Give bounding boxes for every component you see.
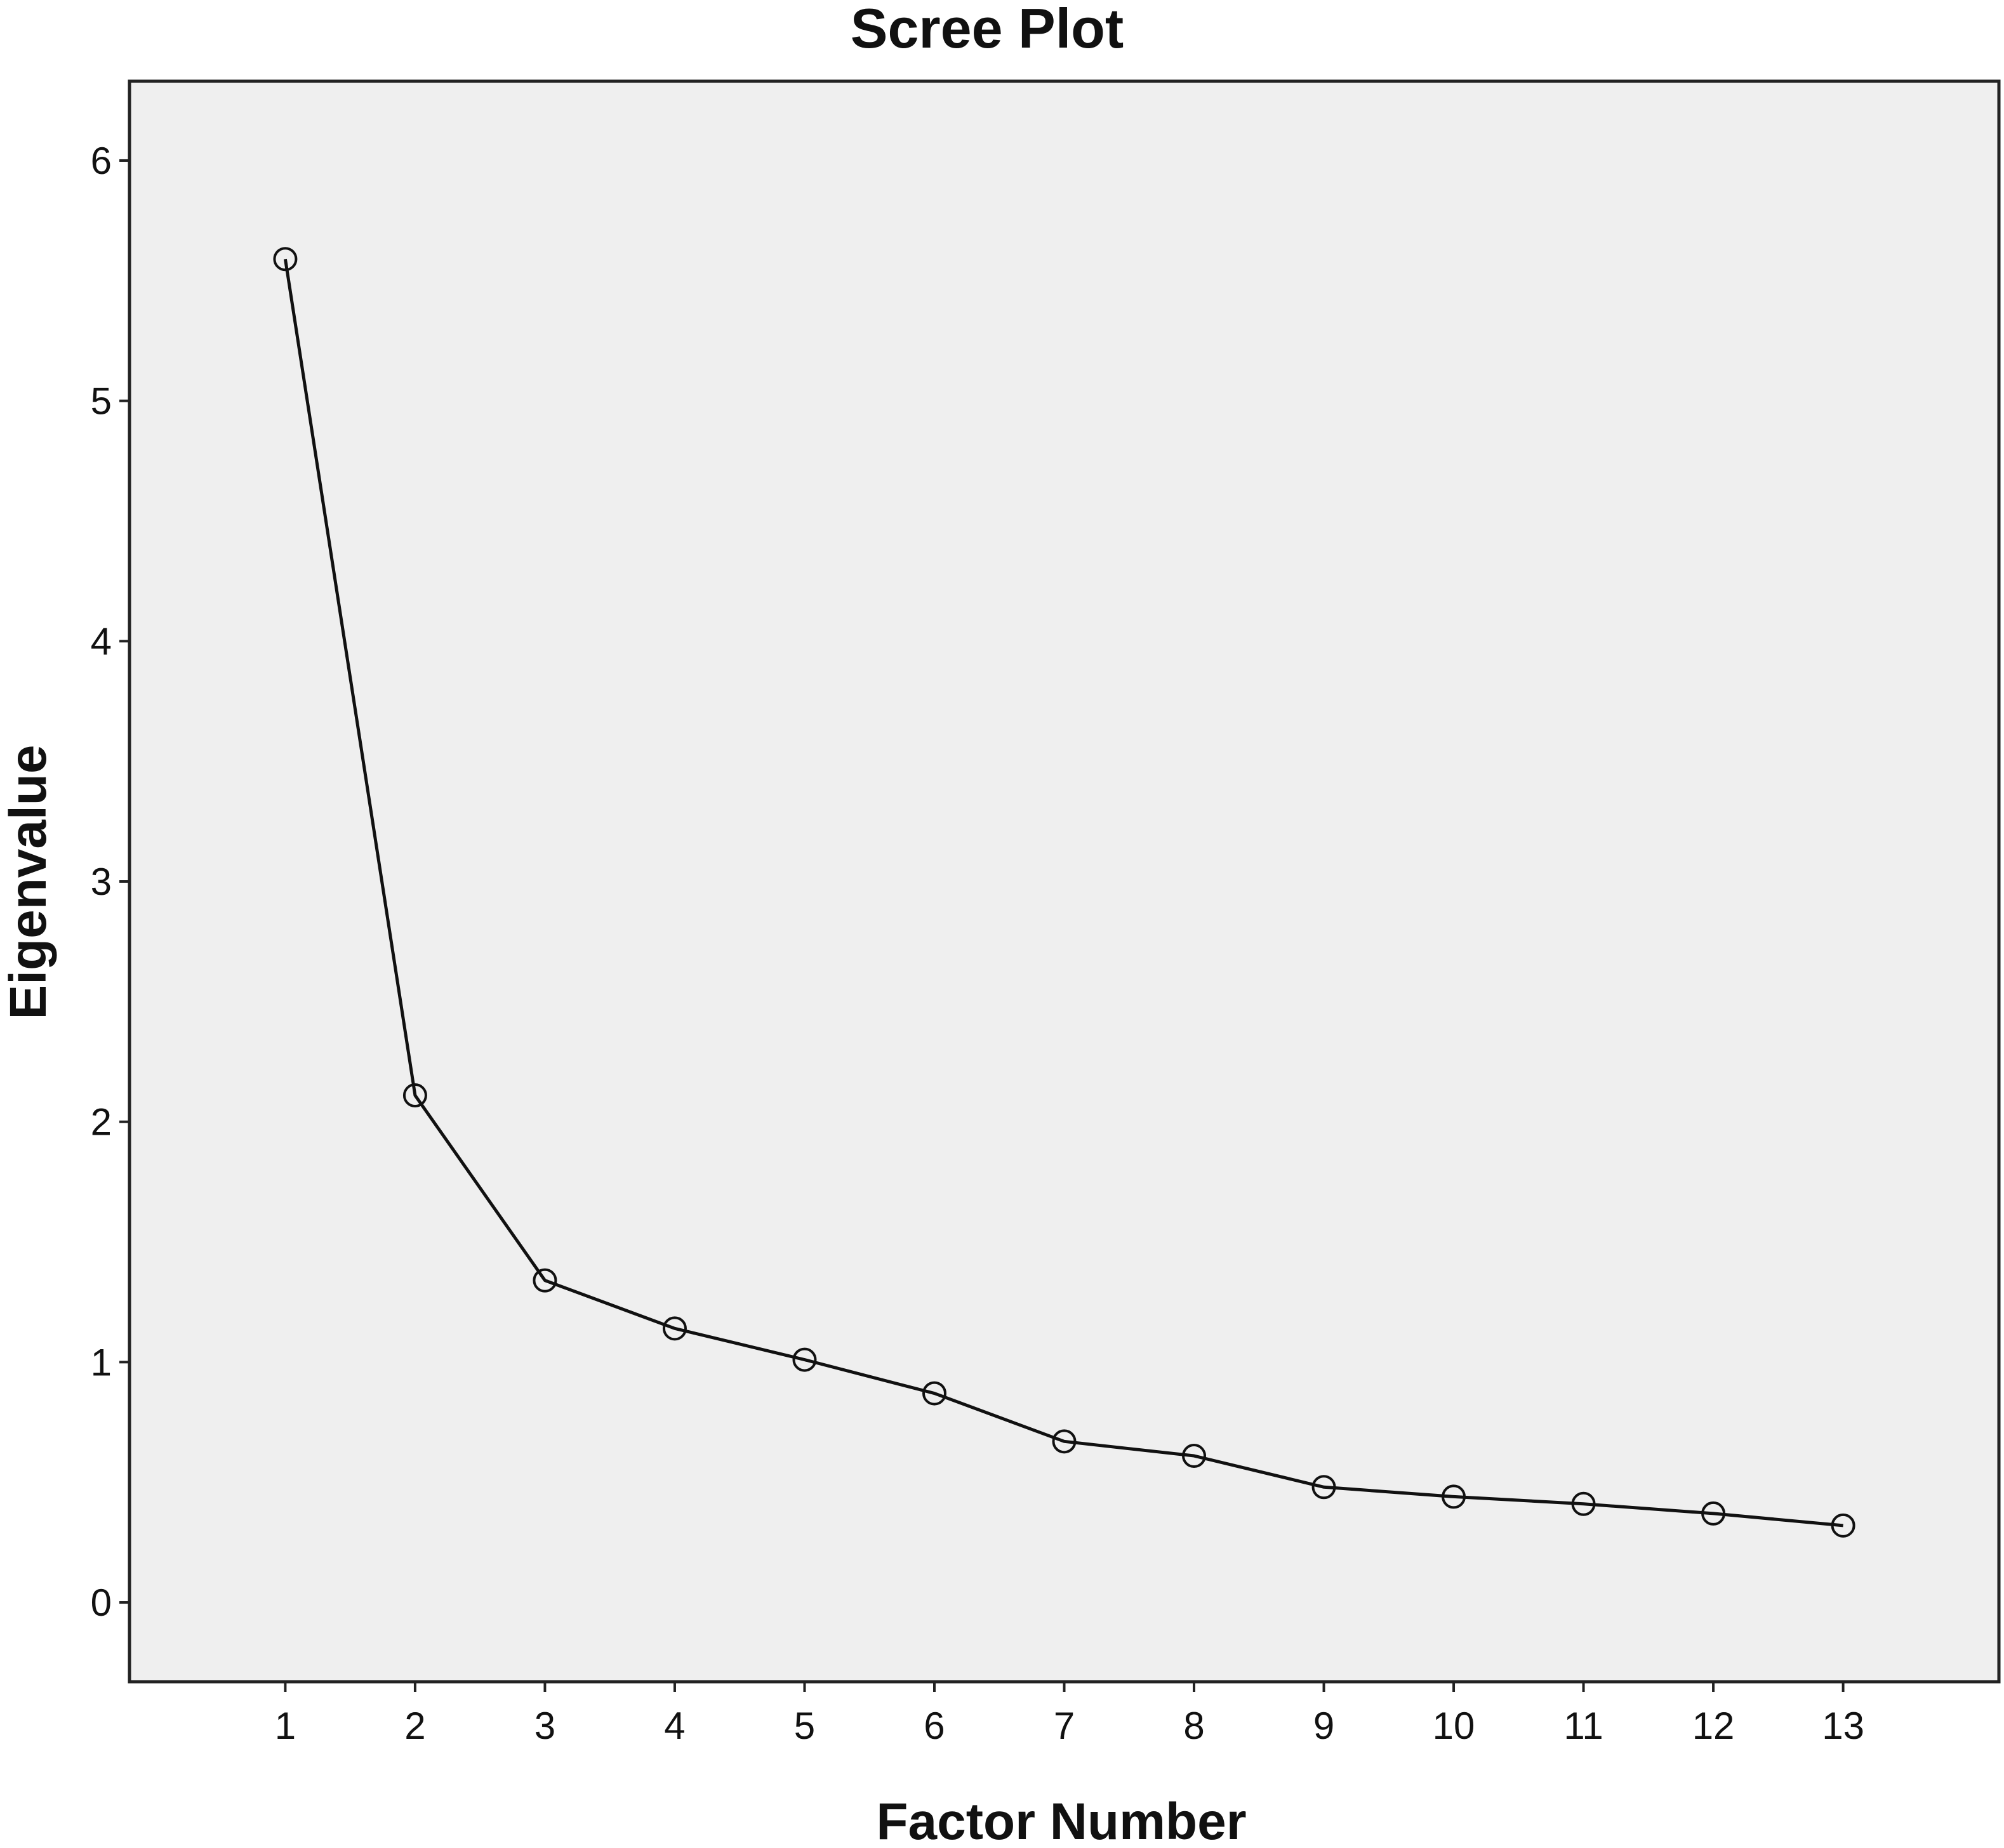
y-tick-label: 1 xyxy=(91,1341,112,1383)
x-tick-label: 7 xyxy=(1054,1705,1075,1747)
x-tick-label: 1 xyxy=(275,1705,296,1747)
y-tick-label: 6 xyxy=(91,140,112,182)
y-axis-label: Eigenvalue xyxy=(0,745,57,1020)
x-tick-label: 13 xyxy=(1822,1705,1864,1747)
chart-title: Scree Plot xyxy=(851,0,1124,60)
x-tick-label: 10 xyxy=(1433,1705,1475,1747)
x-tick-label: 4 xyxy=(664,1705,685,1747)
data-point-marker xyxy=(1182,1444,1207,1468)
data-point-marker xyxy=(1831,1513,1855,1538)
x-tick-label: 2 xyxy=(404,1705,425,1747)
x-axis-ticks: 1 2 3 4 5 6 7 8 9 10 11 12 13 xyxy=(275,1682,1864,1747)
x-axis-label: Factor Number xyxy=(876,1793,1246,1848)
y-tick-label: 3 xyxy=(91,861,112,903)
x-tick-label: 11 xyxy=(1563,1705,1603,1747)
data-point-marker xyxy=(1311,1475,1336,1500)
data-point-marker xyxy=(1442,1484,1466,1509)
x-tick-label: 6 xyxy=(924,1705,945,1747)
data-point-marker xyxy=(922,1381,946,1406)
y-axis-ticks: 0 1 2 3 4 5 6 xyxy=(91,140,129,1624)
data-point-marker xyxy=(1052,1429,1077,1454)
y-tick-label: 5 xyxy=(91,380,112,423)
data-point-marker xyxy=(533,1268,557,1293)
x-tick-label: 12 xyxy=(1692,1705,1735,1747)
data-point-marker xyxy=(402,1083,427,1108)
series-layer xyxy=(273,247,1855,1538)
x-tick-label: 3 xyxy=(534,1705,555,1747)
y-tick-label: 2 xyxy=(91,1101,112,1144)
y-tick-label: 4 xyxy=(91,620,112,663)
data-point-marker xyxy=(792,1347,817,1372)
y-tick-label: 0 xyxy=(91,1581,112,1624)
x-tick-label: 8 xyxy=(1183,1705,1204,1747)
data-point-marker xyxy=(273,247,298,272)
x-tick-label: 9 xyxy=(1313,1705,1334,1747)
series-line xyxy=(283,258,1843,1528)
data-point-marker xyxy=(662,1316,687,1341)
plot-area xyxy=(128,79,2001,1684)
data-point-marker xyxy=(1571,1491,1596,1516)
x-tick-label: 5 xyxy=(794,1705,815,1747)
data-point-marker xyxy=(1701,1501,1726,1526)
